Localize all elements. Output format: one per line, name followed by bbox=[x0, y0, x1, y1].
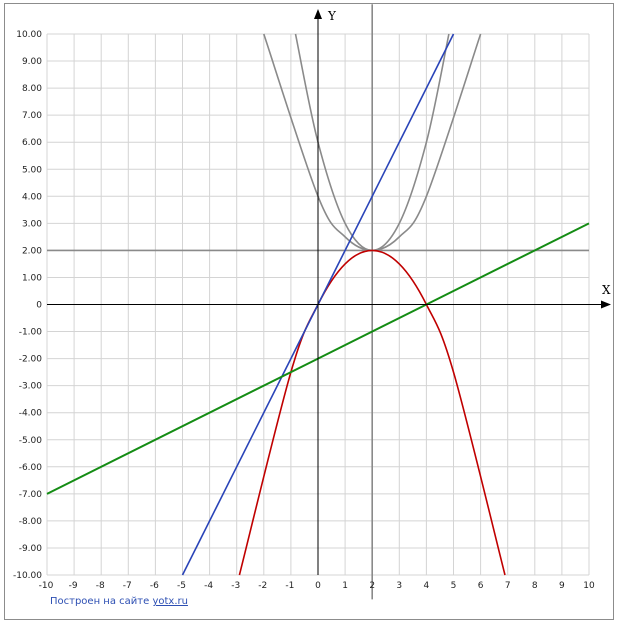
y-tick-label: 5.00 bbox=[22, 165, 42, 175]
footer: Построен на сайте yotx.ru bbox=[50, 596, 188, 607]
y-tick-label: -7.00 bbox=[19, 490, 43, 500]
x-tick-label: 1 bbox=[342, 581, 348, 591]
x-axis-arrow-icon bbox=[601, 300, 611, 309]
y-tick-label: -2.00 bbox=[19, 355, 43, 365]
x-tick-label: 8 bbox=[532, 581, 538, 591]
y-tick-label: 7.00 bbox=[22, 111, 42, 121]
y-tick-label: 8.00 bbox=[22, 84, 42, 94]
y-tick-label: 2.00 bbox=[22, 246, 42, 256]
x-tick-label: -9 bbox=[69, 581, 78, 591]
x-tick-label: 9 bbox=[559, 581, 565, 591]
y-tick-label: 0 bbox=[36, 301, 42, 311]
footer-link[interactable]: yotx.ru bbox=[152, 596, 188, 607]
x-tick-label: -7 bbox=[123, 581, 132, 591]
x-tick-label: 3 bbox=[396, 581, 402, 591]
x-tick-label: 10 bbox=[583, 581, 595, 591]
x-tick-label: -10 bbox=[39, 581, 54, 591]
series-line-6 bbox=[46, 222, 590, 495]
x-axis-label: X bbox=[602, 283, 611, 297]
y-tick-label: -10.00 bbox=[13, 571, 42, 581]
tick-labels: 10.00 9.00 8.00 7.00 6.00 5.00 4.00 3.00 2.00 1.0… bbox=[13, 30, 595, 591]
y-tick-label: 1.00 bbox=[22, 273, 42, 283]
y-tick-label: 4.00 bbox=[22, 192, 42, 202]
y-tick-label: -8.00 bbox=[19, 517, 43, 527]
x-tick-label: 6 bbox=[478, 581, 484, 591]
x-tick-label: -6 bbox=[150, 581, 159, 591]
y-tick-label: -3.00 bbox=[19, 382, 43, 392]
x-tick-label: -8 bbox=[96, 581, 105, 591]
x-tick-label: -5 bbox=[177, 581, 186, 591]
footer-text: Построен на сайте bbox=[50, 596, 150, 607]
x-tick-label: -4 bbox=[204, 581, 213, 591]
y-tick-label: 10.00 bbox=[16, 30, 42, 40]
x-tick-label: 7 bbox=[505, 581, 511, 591]
x-tick-label: -2 bbox=[258, 581, 267, 591]
y-tick-label: -5.00 bbox=[19, 436, 43, 446]
x-tick-label: 4 bbox=[424, 581, 430, 591]
x-tick-label: 5 bbox=[451, 581, 457, 591]
x-tick-label: -1 bbox=[285, 581, 294, 591]
y-axis-label: Y bbox=[327, 9, 337, 23]
x-tick-label: -3 bbox=[231, 581, 240, 591]
y-tick-label: -4.00 bbox=[19, 409, 43, 419]
x-tick-label: 2 bbox=[369, 581, 375, 591]
y-tick-label: -9.00 bbox=[19, 544, 43, 554]
y-tick-label: 3.00 bbox=[22, 219, 42, 229]
y-tick-label: -6.00 bbox=[19, 463, 43, 473]
axes bbox=[47, 9, 611, 575]
y-tick-label: 9.00 bbox=[22, 57, 42, 67]
x-tick-label: 0 bbox=[315, 581, 321, 591]
y-axis-arrow-icon bbox=[314, 9, 322, 19]
y-tick-label: -1.00 bbox=[19, 328, 43, 338]
y-tick-label: 6.00 bbox=[22, 138, 42, 148]
